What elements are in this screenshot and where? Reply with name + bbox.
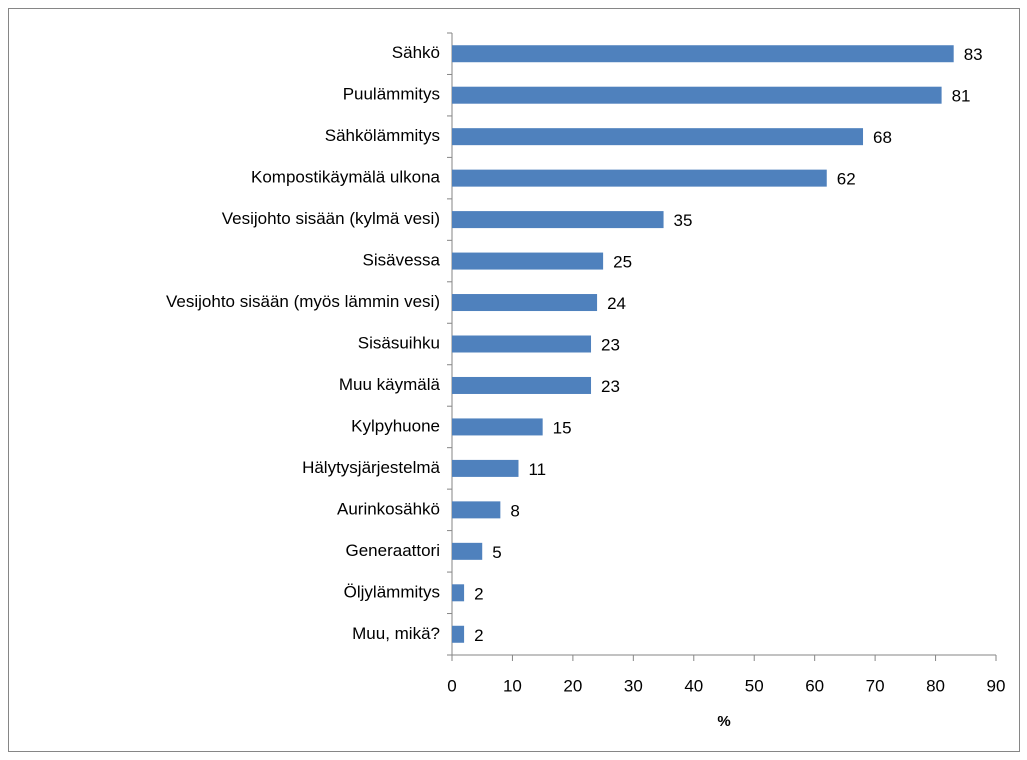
- data-label: 15: [553, 418, 572, 437]
- bar: [452, 335, 592, 353]
- y-tick-label: Aurinkosähkö: [337, 499, 440, 518]
- y-tick-label: Sisäsuihku: [358, 333, 440, 352]
- x-tick-label: 60: [805, 676, 824, 695]
- bar: [452, 169, 827, 187]
- data-label: 81: [952, 87, 971, 106]
- x-tick-label: 20: [563, 676, 582, 695]
- x-tick-label: 40: [684, 676, 703, 695]
- y-tick-label: Sähkölämmitys: [325, 126, 440, 145]
- data-label: 11: [528, 460, 546, 479]
- data-label: 68: [873, 128, 892, 147]
- x-tick-label: 90: [987, 676, 1006, 695]
- data-label: 23: [601, 377, 620, 396]
- y-tick-label: Kylpyhuone: [351, 416, 440, 435]
- x-tick-label: 80: [926, 676, 945, 695]
- data-label: 8: [510, 501, 519, 520]
- bar: [452, 294, 598, 312]
- data-label: 83: [964, 45, 983, 64]
- data-label: 62: [837, 170, 856, 189]
- bar: [452, 542, 483, 560]
- bar: [452, 252, 604, 270]
- x-tick-label: 50: [745, 676, 764, 695]
- bar: [452, 625, 465, 643]
- data-label: 25: [613, 253, 632, 272]
- bar: [452, 418, 543, 436]
- bar: [452, 86, 942, 104]
- x-tick-label: 30: [624, 676, 643, 695]
- x-axis-title: %: [717, 713, 730, 730]
- y-tick-label: Muu käymälä: [339, 375, 441, 394]
- x-tick-label: 10: [503, 676, 522, 695]
- bar: [452, 211, 664, 229]
- bar: [452, 501, 501, 519]
- y-tick-label: Sähkö: [392, 43, 440, 62]
- data-label: 24: [607, 294, 626, 313]
- y-tick-label: Vesijohto sisään (myös lämmin vesi): [166, 292, 440, 311]
- x-tick-label: 0: [447, 676, 456, 695]
- data-label: 23: [601, 335, 620, 354]
- bar: [452, 459, 519, 477]
- y-tick-label: Muu, mikä?: [352, 624, 440, 643]
- x-tick-label: 70: [866, 676, 885, 695]
- y-tick-label: Puulämmitys: [343, 85, 440, 104]
- data-label: 2: [474, 626, 483, 645]
- data-label: 5: [492, 543, 501, 562]
- bar: [452, 376, 592, 394]
- y-tick-label: Öljylämmitys: [344, 582, 440, 601]
- y-tick-label: Sisävessa: [363, 251, 441, 270]
- y-tick-label: Kompostikäymälä ulkona: [251, 168, 441, 187]
- bar: [452, 45, 954, 63]
- y-tick-label: Vesijohto sisään (kylmä vesi): [222, 209, 440, 228]
- data-label: 2: [474, 584, 483, 603]
- y-tick-label: Hälytysjärjestelmä: [302, 458, 440, 477]
- bar: [452, 584, 465, 602]
- data-label: 35: [674, 211, 693, 230]
- y-tick-label: Generaattori: [346, 541, 441, 560]
- bar: [452, 128, 864, 146]
